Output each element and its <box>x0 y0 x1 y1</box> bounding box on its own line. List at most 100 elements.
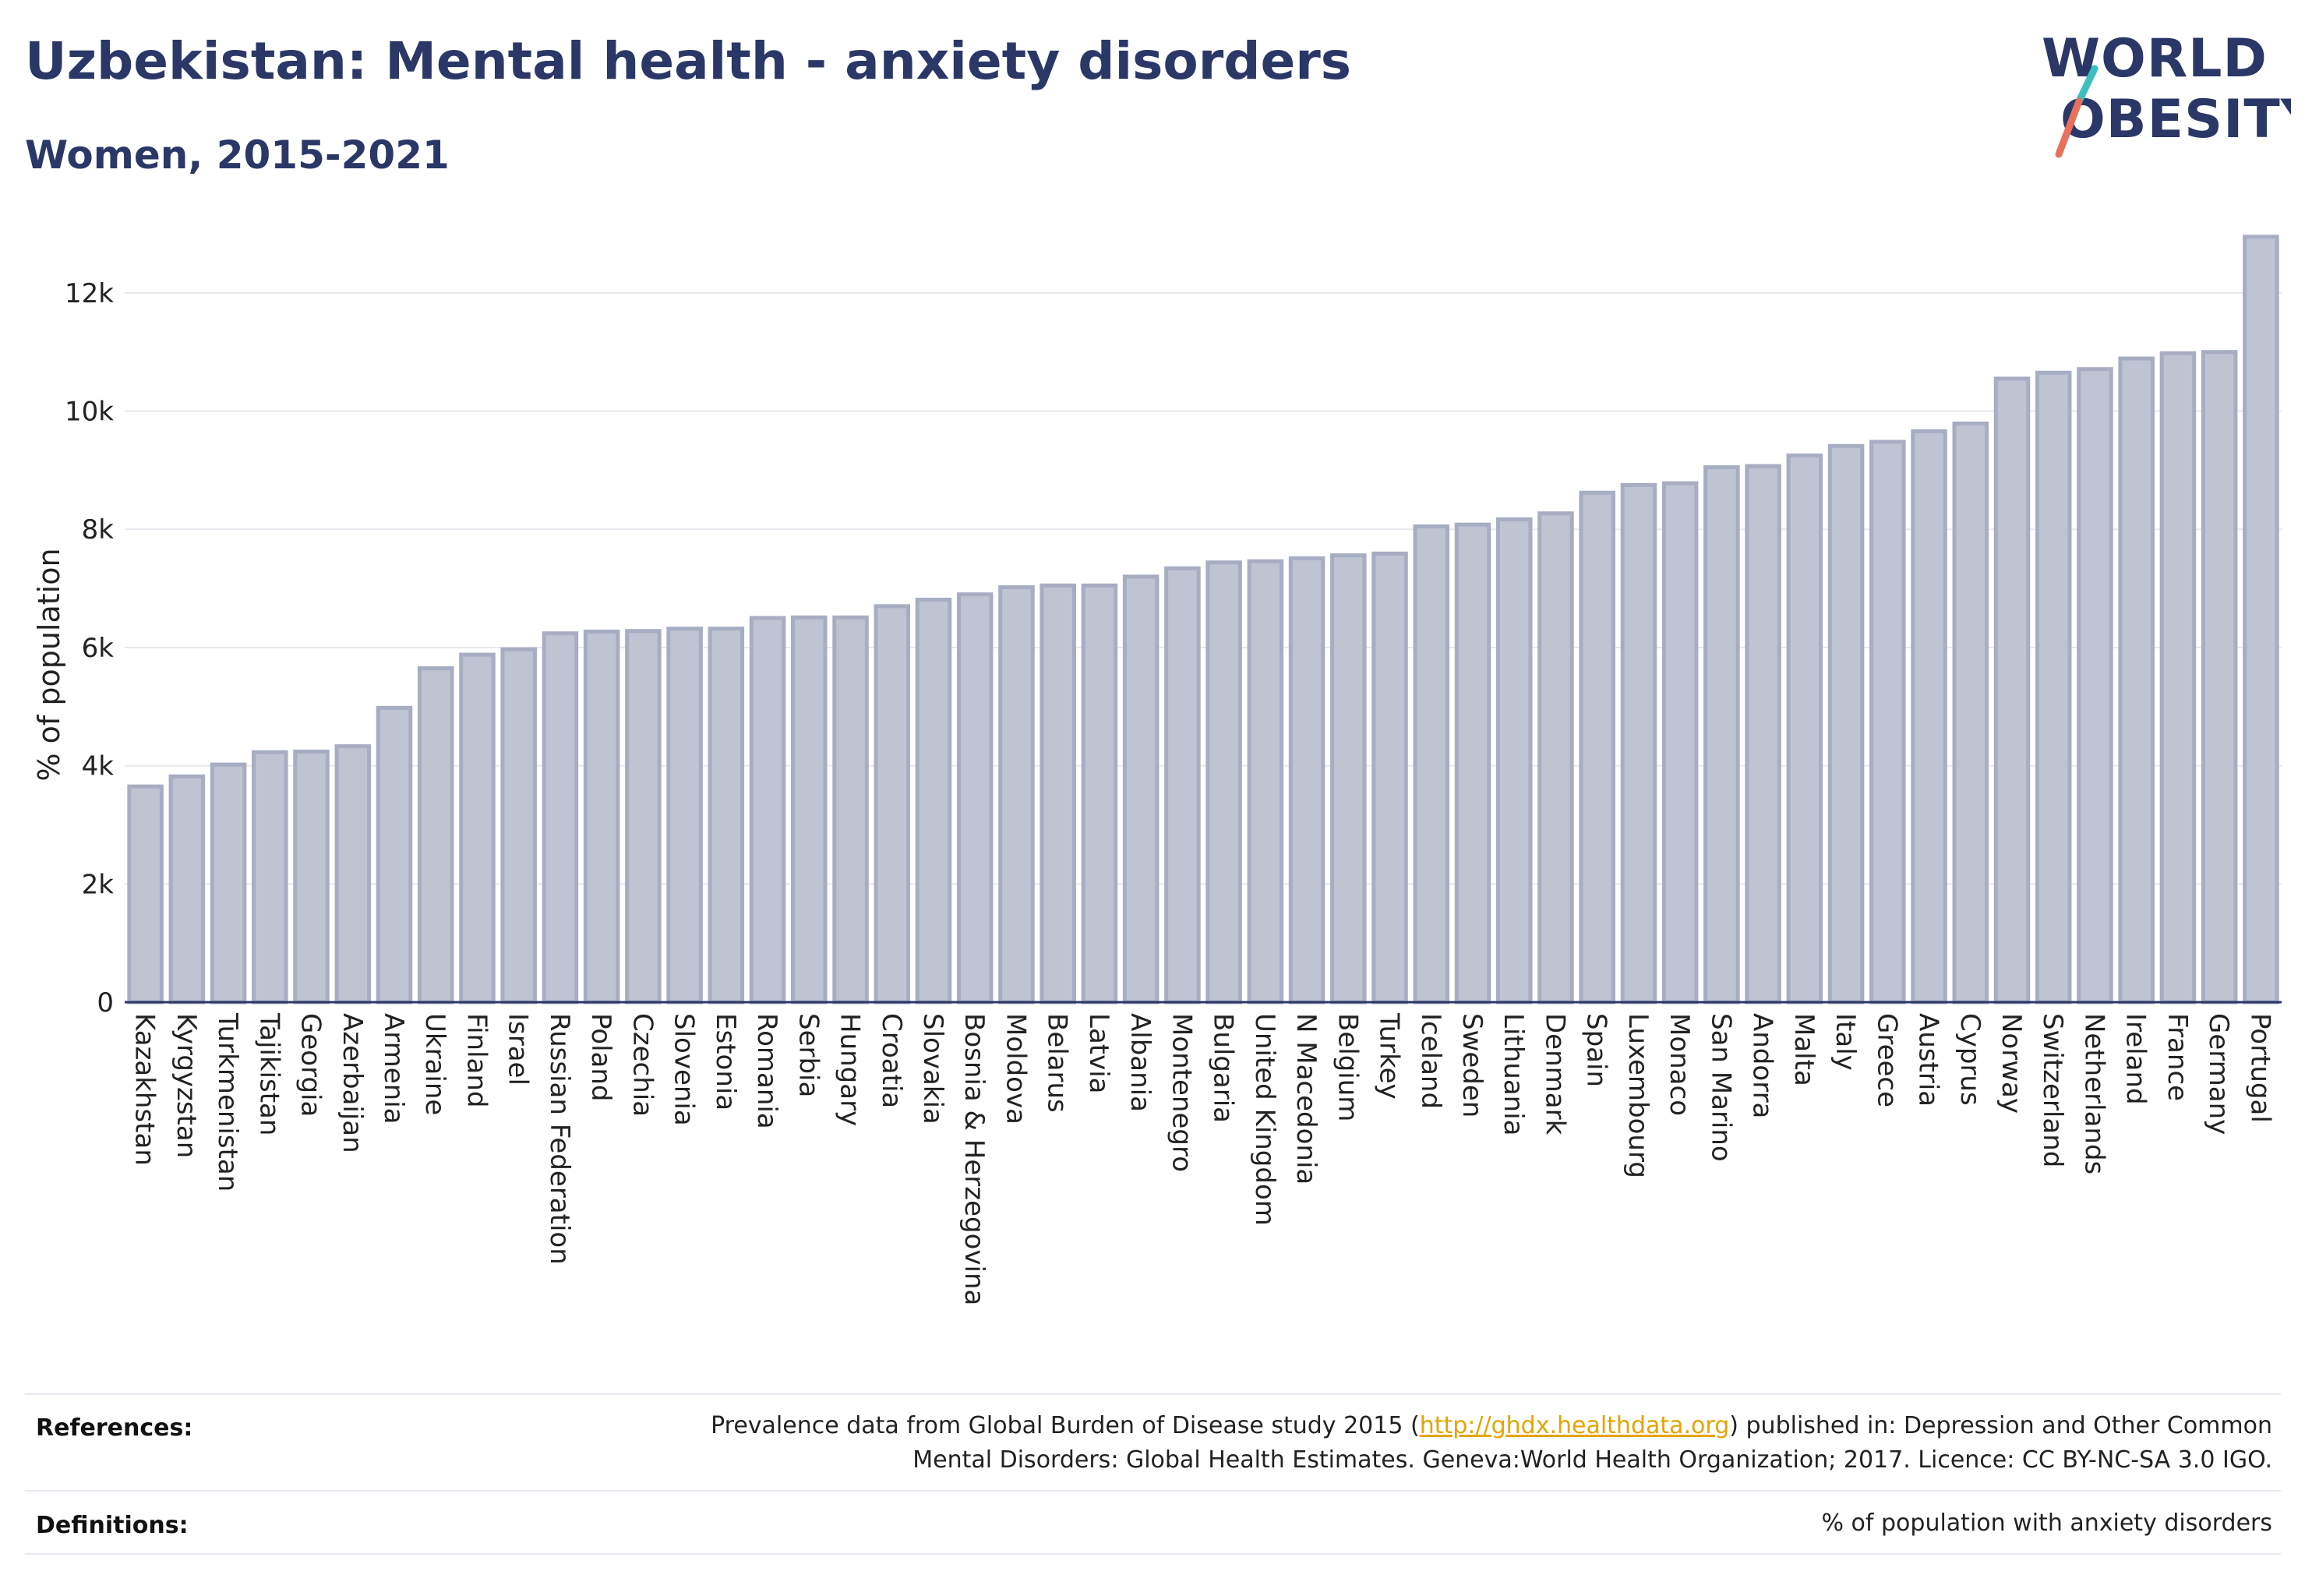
bar <box>127 784 164 1005</box>
x-tick-label: Belgium <box>1332 1013 1363 1121</box>
bar-chart: 0 2k 4k 6k 8k 10k 12k % of population Kazakhstan… <box>32 235 2282 1305</box>
logo-slash-coral <box>2055 97 2083 158</box>
x-tick-label: Croatia <box>876 1013 907 1108</box>
y-tick-label: 6k <box>82 633 115 664</box>
bar <box>1869 440 1906 1005</box>
logo-line1: WORLD <box>2042 28 2268 90</box>
bar <box>2077 367 2113 1005</box>
bar <box>1537 511 1574 1005</box>
x-tick-label: Estonia <box>710 1013 741 1110</box>
references-label: References: <box>36 1414 193 1442</box>
x-tick-label: Romania <box>751 1013 782 1129</box>
references-line2: Mental Disorders: Global Health Estimate… <box>912 1446 2272 1474</box>
x-tick-label: Albania <box>1124 1013 1156 1112</box>
references-line1: Prevalence data from Global Burden of Di… <box>711 1409 2272 1443</box>
x-tick-label: Azerbaijan <box>337 1013 368 1153</box>
x-tick-label: Poland <box>585 1013 616 1102</box>
x-tick-label: Serbia <box>792 1013 824 1097</box>
chart-subtitle: Women, 2015-2021 <box>25 132 450 178</box>
x-tick-label: Tajikistan <box>253 1012 284 1135</box>
bar <box>1579 490 1615 1005</box>
bar <box>376 705 413 1005</box>
bar <box>1495 517 1533 1005</box>
bar <box>542 631 579 1005</box>
x-tick-label: Cyprus <box>1954 1013 1986 1106</box>
x-tick-label: Bulgaria <box>1208 1013 1239 1123</box>
references-link[interactable]: http://ghdx.healthdata.org <box>1419 1412 1730 1439</box>
bar <box>791 615 828 1005</box>
x-tick-label: Kazakhstan <box>129 1013 161 1166</box>
x-tick-label: Montenegro <box>1166 1013 1197 1172</box>
footer-divider-bottom <box>25 1553 2281 1555</box>
x-tick-label: Sweden <box>1456 1013 1488 1118</box>
references-text: Prevalence data from Global Burden of Di… <box>711 1409 2272 1478</box>
bar <box>832 615 869 1005</box>
x-tick-label: Slovakia <box>917 1013 948 1125</box>
x-tick-label: Bosnia & Herzegovina <box>958 1013 990 1305</box>
references-line1-post: ) published in: Depression and Other Com… <box>1729 1412 2272 1439</box>
bar <box>1827 443 1865 1005</box>
bar <box>2035 370 2072 1005</box>
chart-title: Uzbekistan: Mental health - anxiety diso… <box>25 31 1352 91</box>
bar <box>1786 453 1823 1005</box>
bar <box>2201 350 2238 1005</box>
bar <box>915 597 952 1005</box>
bar <box>1371 551 1408 1005</box>
bar <box>1164 566 1201 1005</box>
x-tick-label: Netherlands <box>2078 1013 2109 1174</box>
bar <box>1620 482 1657 1005</box>
y-tick-label: 0 <box>97 987 114 1019</box>
logo-line2: OBESITY <box>2060 89 2291 150</box>
x-tick-label: Armenia <box>378 1013 409 1125</box>
x-tick-label: Iceland <box>1415 1013 1446 1109</box>
bar <box>500 647 537 1005</box>
bar <box>293 749 330 1005</box>
x-tick-label: Kyrgyzstan <box>171 1013 202 1158</box>
bar <box>1993 376 2031 1005</box>
bar <box>708 627 745 1005</box>
references-line1-pre: Prevalence data from Global Burden of Di… <box>711 1412 1420 1439</box>
bar <box>459 652 496 1005</box>
y-tick-label: 4k <box>82 751 115 782</box>
x-tick-label: Italy <box>1830 1013 1861 1071</box>
bar <box>1330 553 1367 1005</box>
y-axis-label: % of population <box>32 548 66 781</box>
bar <box>334 744 372 1005</box>
x-tick-label: Slovenia <box>669 1013 700 1126</box>
bar <box>2243 235 2279 1005</box>
bar <box>1413 524 1450 1005</box>
x-tick-label: Portugal <box>2244 1013 2275 1123</box>
x-tick-label: Turkey <box>1374 1012 1405 1100</box>
x-tick-label: Switzerland <box>2037 1013 2068 1167</box>
definitions-label: Definitions: <box>36 1512 189 1539</box>
x-tick-label: Monaco <box>1664 1013 1695 1116</box>
x-tick-label: Turkmenistan <box>212 1012 243 1192</box>
bar <box>2159 351 2197 1005</box>
bar <box>1205 560 1242 1005</box>
footer-divider-middle <box>25 1490 2281 1492</box>
x-tick-label: Denmark <box>1539 1013 1570 1135</box>
bar <box>1454 522 1491 1005</box>
bar <box>1288 556 1325 1005</box>
bar <box>998 585 1035 1005</box>
bar <box>749 616 786 1005</box>
x-tick-label: Israel <box>503 1013 534 1086</box>
x-tick-label: Moldova <box>1000 1013 1031 1125</box>
bar <box>1745 464 1781 1005</box>
bar <box>168 774 206 1005</box>
x-tick-label: United Kingdom <box>1249 1013 1280 1226</box>
world-obesity-logo: WORLD OBESITY <box>2042 28 2291 158</box>
x-tick-label: Austria <box>1913 1013 1944 1107</box>
bar <box>666 627 703 1005</box>
x-tick-label: Spain <box>1581 1013 1612 1087</box>
x-tick-label: Luxembourg <box>1622 1013 1654 1178</box>
x-tick-label: Andorra <box>1747 1013 1778 1118</box>
y-tick-label: 12k <box>65 278 114 309</box>
x-tick-label: France <box>2162 1013 2193 1101</box>
x-tick-label: Latvia <box>1083 1013 1114 1094</box>
footer-divider-top <box>25 1393 2281 1395</box>
x-tick-label: Finland <box>461 1013 492 1108</box>
bar <box>1040 583 1076 1005</box>
bar <box>252 750 288 1005</box>
x-tick-label: San Marino <box>1705 1013 1736 1162</box>
